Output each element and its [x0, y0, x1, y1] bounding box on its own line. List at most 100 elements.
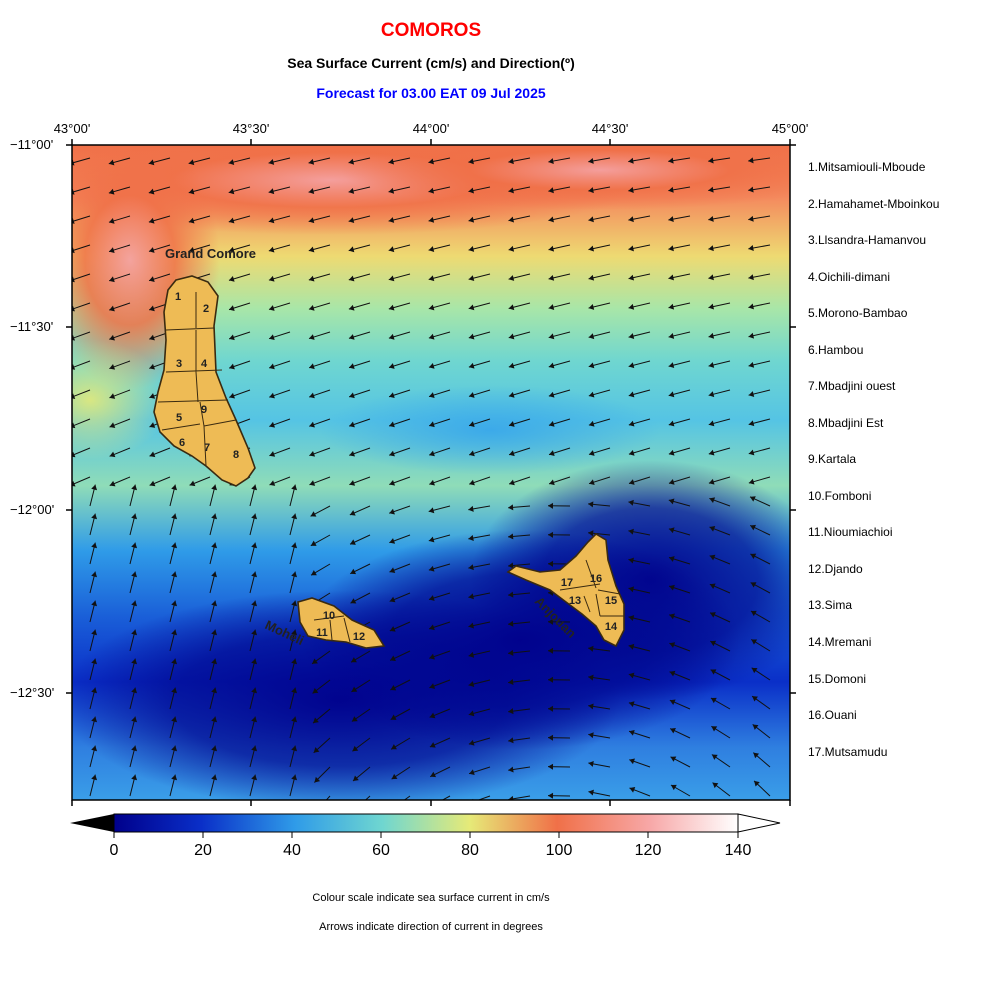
current-arrow-head — [588, 216, 594, 223]
current-arrow-head — [668, 216, 674, 223]
current-arrow-head — [211, 745, 218, 752]
current-arrow-head — [468, 187, 474, 194]
current-arrow-head — [171, 571, 178, 578]
legend-item: 17.Mutsamudu — [808, 745, 888, 759]
current-arrow-head — [349, 392, 355, 399]
lat-label: −11°30' — [10, 319, 54, 334]
current-arrow-head — [588, 187, 594, 194]
current-arrow-head — [149, 334, 155, 341]
current-arrow-head — [548, 304, 555, 311]
current-arrow-head — [588, 274, 595, 281]
current-arrow-head — [508, 504, 514, 511]
legend-item: 9.Kartala — [808, 452, 857, 466]
current-arrow-head — [508, 391, 515, 398]
moheli-island — [297, 597, 386, 649]
lon-label: 43°00' — [53, 121, 91, 136]
current-arrow-head — [171, 745, 178, 752]
current-arrow-head — [588, 450, 595, 456]
current-arrow-head — [310, 511, 317, 517]
current-arrow-head — [228, 246, 235, 253]
current-arrow-head — [391, 744, 397, 750]
current-arrow-head — [211, 571, 218, 578]
current-arrow-head — [549, 479, 555, 486]
current-arrow-head — [548, 391, 555, 398]
current-arrow-head — [268, 246, 275, 253]
legend-item: 3.Llsandra-Hamanvou — [808, 233, 927, 247]
current-arrow-head — [754, 780, 760, 787]
current-arrow-head — [389, 508, 395, 515]
current-arrow-shaft — [364, 795, 371, 800]
lon-label: 44°30' — [591, 121, 629, 136]
current-arrow-head — [710, 697, 717, 704]
current-arrow-head — [348, 217, 355, 224]
legend-item: 5.Morono-Bambao — [808, 306, 908, 320]
current-arrow-head — [628, 157, 634, 164]
current-arrow-head — [188, 217, 195, 224]
current-arrow-head — [669, 642, 676, 648]
current-arrow-head — [388, 158, 395, 165]
current-arrow-head — [588, 760, 594, 767]
current-arrow-head — [668, 332, 675, 339]
current-arrow-head — [313, 717, 319, 724]
current-arrow-head — [392, 804, 398, 809]
current-arrow-head — [468, 651, 475, 658]
current-arrow-head — [391, 773, 398, 780]
current-arrow-head — [509, 479, 515, 486]
current-arrow-head — [628, 643, 635, 650]
current-arrow-head — [708, 274, 714, 281]
grand-comore-island — [153, 275, 256, 487]
current-arrow-head — [149, 276, 155, 283]
current-arrow-head — [469, 450, 475, 457]
current-arrow-head — [668, 527, 675, 534]
colorbar — [70, 813, 781, 838]
current-arrow-head — [228, 217, 235, 224]
current-arrow-head — [748, 303, 754, 310]
current-arrow-head — [313, 747, 320, 753]
current-arrow-head — [508, 362, 515, 369]
current-arrow-head — [109, 334, 115, 341]
current-arrow-head — [548, 216, 554, 223]
current-arrow-head — [389, 450, 395, 457]
current-arrow-head — [708, 303, 715, 310]
current-arrow-head — [508, 620, 514, 627]
region-number: 13 — [569, 595, 581, 607]
current-arrow-head — [428, 275, 435, 282]
current-arrow-head — [269, 480, 276, 486]
current-arrow-head — [390, 685, 397, 691]
region-number: 11 — [316, 627, 328, 639]
current-arrow-head — [131, 513, 138, 520]
current-arrow-head — [229, 363, 235, 370]
current-arrow-head — [353, 775, 359, 781]
current-arrow-head — [109, 364, 116, 370]
current-arrow-head — [389, 596, 396, 603]
colour-scale-note: Colour scale indicate sea surface curren… — [312, 892, 550, 904]
current-arrow-head — [269, 363, 275, 370]
current-arrow-head — [131, 600, 138, 607]
current-arrow-head — [315, 807, 321, 813]
current-arrow-head — [171, 658, 178, 665]
current-arrow-head — [548, 333, 555, 340]
current-arrow-head — [91, 774, 98, 781]
current-arrow-head — [548, 274, 555, 281]
current-arrow-head — [668, 420, 675, 427]
current-arrow-head — [389, 538, 396, 544]
current-arrow-head — [668, 157, 674, 164]
current-arrow-head — [72, 364, 76, 370]
current-arrow-head — [149, 363, 156, 370]
current-arrow-head — [171, 629, 178, 636]
current-arrow-head — [291, 716, 298, 723]
current-arrow-head — [748, 361, 755, 368]
axis-ticks — [66, 139, 796, 806]
forecast-time: Forecast for 03.00 EAT 09 Jul 2025 — [316, 85, 546, 101]
current-arrow-head — [708, 362, 715, 368]
current-arrow-head — [268, 305, 275, 311]
current-arrow-head — [149, 393, 156, 399]
current-arrow-head — [748, 391, 755, 397]
current-arrow-head — [308, 158, 315, 165]
current-arrow-head — [108, 188, 115, 195]
current-arrow-head — [251, 484, 258, 491]
current-arrow-head — [508, 737, 514, 744]
current-arrow-shaft — [403, 795, 411, 800]
current-arrow-head — [72, 393, 76, 399]
